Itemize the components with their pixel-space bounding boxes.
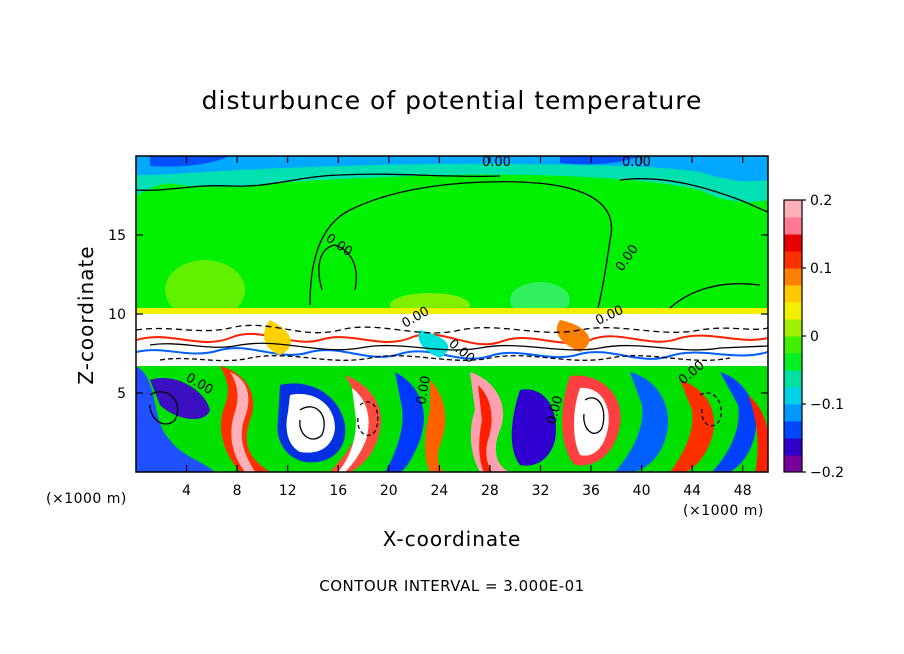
colorbar-swatch [784,353,802,371]
colorbar-swatch [784,336,802,354]
x-unit-left: (×1000 m) [46,491,127,507]
colorbar-swatch [784,319,802,337]
colorbar-swatch [784,387,802,405]
colorbar-swatch [784,285,802,303]
y-tick-label: 10 [108,307,126,323]
colorbar-swatch [784,302,802,320]
x-tick-label: 8 [233,483,242,499]
x-axis-label: X-coordinate [382,527,522,551]
colorbar: 0.2 0.1 0 −0.1 −0.2 [783,193,844,481]
x-tick-label: 44 [683,483,701,499]
contour-label: 0.00 [482,155,511,170]
colorbar-swatch [784,217,802,235]
colorbar-swatch [784,455,802,473]
colorbar-swatch [784,370,802,388]
contour-label: 0.00 [414,375,434,406]
x-tick-label: 24 [430,483,448,499]
colorbar-tick-label: −0.1 [810,397,844,413]
chart-title: disturbunce of potential temperature [201,86,703,115]
colorbar-swatch [784,234,802,252]
x-tick-label: 28 [481,483,499,499]
y-tick-label: 15 [108,228,126,244]
x-tick-label: 32 [532,483,550,499]
contour-lines [136,173,768,440]
y-tick-label: 5 [117,386,126,402]
colorbar-swatch [784,200,802,218]
x-unit-right: (×1000 m) [683,503,764,519]
heatmap-field [136,156,768,472]
contour-label: 0.00 [544,394,566,426]
x-tick-label: 4 [182,483,191,499]
colorbar-swatch [784,421,802,439]
contour-interval-note: CONTOUR INTERVAL = 3.000E-01 [319,577,585,595]
colorbar-swatch [784,251,802,269]
y-axis-label: Z-coordinate [74,245,98,385]
colorbar-swatch [784,404,802,422]
colorbar-tick-label: 0.1 [810,261,832,277]
x-tick-label: 36 [582,483,600,499]
colorbar-swatch [784,438,802,456]
colorbar-tick-label: 0.2 [810,193,832,209]
x-axis: 4 8 12 16 20 24 28 32 36 40 44 48 [182,156,752,499]
x-tick-label: 48 [734,483,752,499]
x-tick-label: 12 [279,483,297,499]
colorbar-swatch [784,268,802,286]
x-tick-label: 16 [329,483,347,499]
x-tick-label: 40 [633,483,651,499]
colorbar-tick-label: 0 [810,329,819,345]
colorbar-tick-label: −0.2 [810,465,844,481]
x-tick-label: 20 [380,483,398,499]
contour-label: 0.00 [622,155,651,170]
y-axis: 5 10 15 [108,228,768,402]
